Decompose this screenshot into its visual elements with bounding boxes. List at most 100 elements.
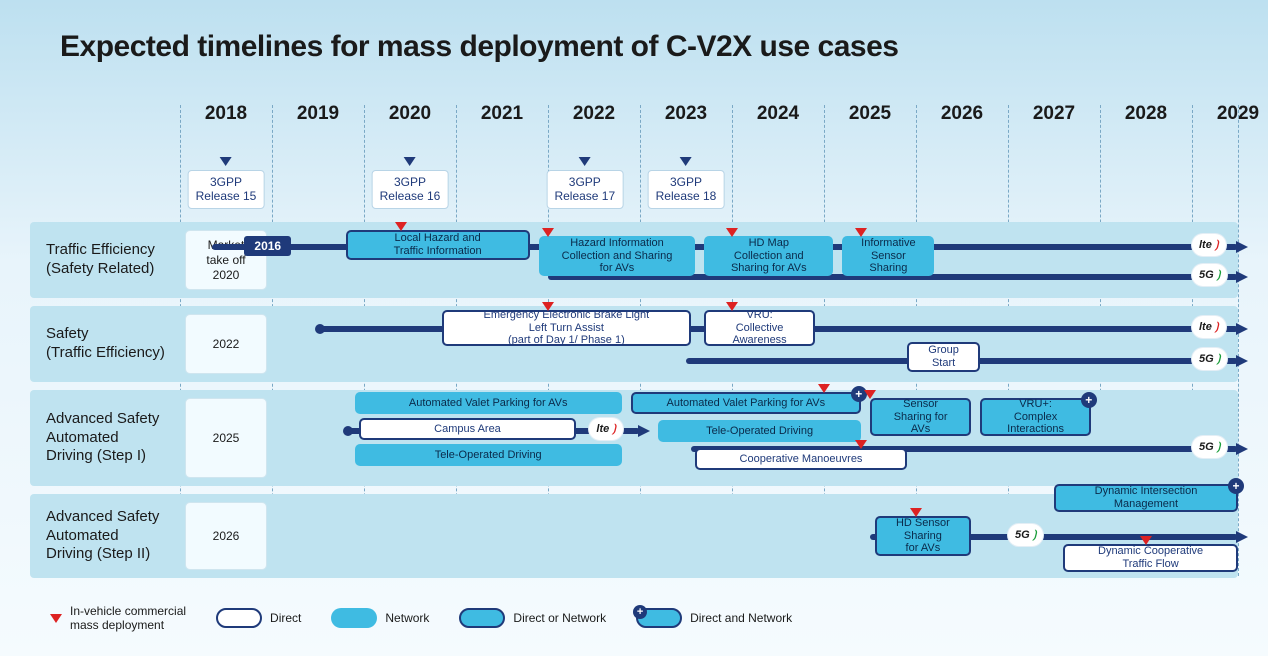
usecase-pill: Automated Valet Parking for AVs+ (631, 392, 861, 414)
release-marker: 3GPP Release 17 (546, 157, 623, 209)
release-triangle-icon (220, 157, 232, 166)
usecase-pill: VRU+: Complex Interactions+ (980, 398, 1090, 436)
year-label: 2022 (573, 103, 615, 125)
release-marker: 3GPP Release 16 (372, 157, 449, 209)
signal-arc-icon: ⟯ (1215, 321, 1219, 334)
deployment-marker-icon (1140, 536, 1152, 545)
badge-lte: lte⟯ (1192, 316, 1226, 338)
release-triangle-icon (404, 157, 416, 166)
red-triangle-icon (50, 614, 62, 623)
plus-badge-icon: + (1228, 478, 1244, 494)
category-row: Advanced Safety Automated Driving (Step … (30, 494, 1238, 578)
year-label: 2021 (481, 103, 523, 125)
usecase-pill: Campus Area (359, 418, 575, 440)
plus-badge-icon: + (1081, 392, 1097, 408)
usecase-pill: Dynamic Intersection Management+ (1054, 484, 1238, 512)
signal-arc-icon: ⟯ (1217, 353, 1221, 366)
deployment-marker-icon (855, 440, 867, 449)
legend-network: Network (331, 608, 429, 628)
market-takeoff-box: 2025 (185, 398, 268, 478)
year-label: 2027 (1033, 103, 1075, 125)
swatch-dorn (459, 608, 505, 628)
category-label: Safety (Traffic Efficiency) (30, 306, 210, 382)
lane-arrowhead-icon (638, 425, 650, 437)
year-label: 2024 (757, 103, 799, 125)
market-takeoff-box: 2026 (185, 502, 268, 570)
lane-arrowhead-icon (1236, 443, 1248, 455)
signal-arc-icon: ⟯ (1217, 441, 1221, 454)
category-row: Advanced Safety Automated Driving (Step … (30, 390, 1238, 486)
deployment-marker-icon (910, 508, 922, 517)
usecase-pill: Dynamic Cooperative Traffic Flow (1063, 544, 1238, 572)
badge-5g: 5G⟯ (1192, 264, 1227, 286)
lane-start-dot (343, 426, 353, 436)
category-label: Advanced Safety Automated Driving (Step … (30, 494, 210, 578)
release-marker: 3GPP Release 15 (188, 157, 265, 209)
year-label: 2026 (941, 103, 983, 125)
lane-arrowhead-icon (1236, 323, 1248, 335)
category-label: Traffic Efficiency (Safety Related) (30, 222, 210, 298)
year-chip: 2016 (244, 236, 291, 256)
signal-arc-icon: ⟯ (1033, 529, 1037, 542)
category-row: Safety (Traffic Efficiency)2022 Emergency… (30, 306, 1238, 382)
deployment-marker-icon (818, 384, 830, 393)
usecase-pill: Automated Valet Parking for AVs (355, 392, 622, 414)
legend-label: Direct (270, 611, 301, 625)
signal-arc-icon: ⟯ (612, 423, 616, 436)
badge-5g: 5G⟯ (1008, 524, 1043, 546)
category-rows: Traffic Efficiency (Safety Related)Marke… (30, 222, 1238, 586)
release-triangle-icon (680, 157, 692, 166)
signal-arc-icon: ⟯ (1217, 269, 1221, 282)
category-row: Traffic Efficiency (Safety Related)Marke… (30, 222, 1238, 298)
legend-label: Direct or Network (513, 611, 606, 625)
timeline-canvas: Expected timelines for mass deployment o… (0, 0, 1268, 656)
market-takeoff-box: 2022 (185, 314, 268, 374)
legend-label: Network (385, 611, 429, 625)
year-label: 2028 (1125, 103, 1167, 125)
deployment-marker-icon (855, 228, 867, 237)
legend-label: Direct and Network (690, 611, 792, 625)
badge-5g: 5G⟯ (1192, 436, 1227, 458)
lane-arrowhead-icon (1236, 271, 1248, 283)
deployment-marker-icon (726, 302, 738, 311)
deployment-marker-icon (726, 228, 738, 237)
release-marker: 3GPP Release 18 (648, 157, 725, 209)
legend-direct-and-network: Direct and Network (636, 608, 792, 628)
usecase-pill: VRU: Collective Awareness (704, 310, 814, 346)
badge-lte: lte⟯ (1192, 234, 1226, 256)
legend-direct-or-network: Direct or Network (459, 608, 606, 628)
year-label: 2019 (297, 103, 339, 125)
badge-5g: 5G⟯ (1192, 348, 1227, 370)
signal-arc-icon: ⟯ (1215, 239, 1219, 252)
legend: In-vehicle commercial mass deployment Di… (50, 604, 1238, 632)
release-label: 3GPP Release 15 (188, 170, 265, 209)
year-label: 2018 (205, 103, 247, 125)
year-gridline (1238, 105, 1239, 576)
legend-red-marker: In-vehicle commercial mass deployment (50, 604, 186, 632)
page-title: Expected timelines for mass deployment o… (0, 20, 1268, 74)
deployment-marker-icon (542, 302, 554, 311)
usecase-pill: Tele-Operated Driving (355, 444, 622, 466)
swatch-dandn (636, 608, 682, 628)
swatch-network (331, 608, 377, 628)
lane-arrowhead-icon (1236, 241, 1248, 253)
usecase-pill: Group Start (907, 342, 981, 372)
category-label: Advanced Safety Automated Driving (Step … (30, 390, 210, 486)
deployment-marker-icon (542, 228, 554, 237)
usecase-pill: Cooperative Manoeuvres (695, 448, 907, 470)
legend-label: In-vehicle commercial mass deployment (70, 604, 186, 632)
year-label: 2025 (849, 103, 891, 125)
release-label: 3GPP Release 16 (372, 170, 449, 209)
usecase-pill: HD Map Collection and Sharing for AVs (704, 236, 833, 276)
lane-arrowhead-icon (1236, 531, 1248, 543)
usecase-pill: Emergency Electronic Brake Light Left Tu… (442, 310, 690, 346)
legend-direct: Direct (216, 608, 301, 628)
release-label: 3GPP Release 18 (648, 170, 725, 209)
usecase-pill: Local Hazard and Traffic Information (346, 230, 530, 260)
release-triangle-icon (579, 157, 591, 166)
lane-start-dot (315, 324, 325, 334)
deployment-marker-icon (395, 222, 407, 231)
deployment-marker-icon (864, 390, 876, 399)
badge-lte: lte⟯ (589, 418, 623, 440)
usecase-pill: Hazard Information Collection and Sharin… (539, 236, 695, 276)
